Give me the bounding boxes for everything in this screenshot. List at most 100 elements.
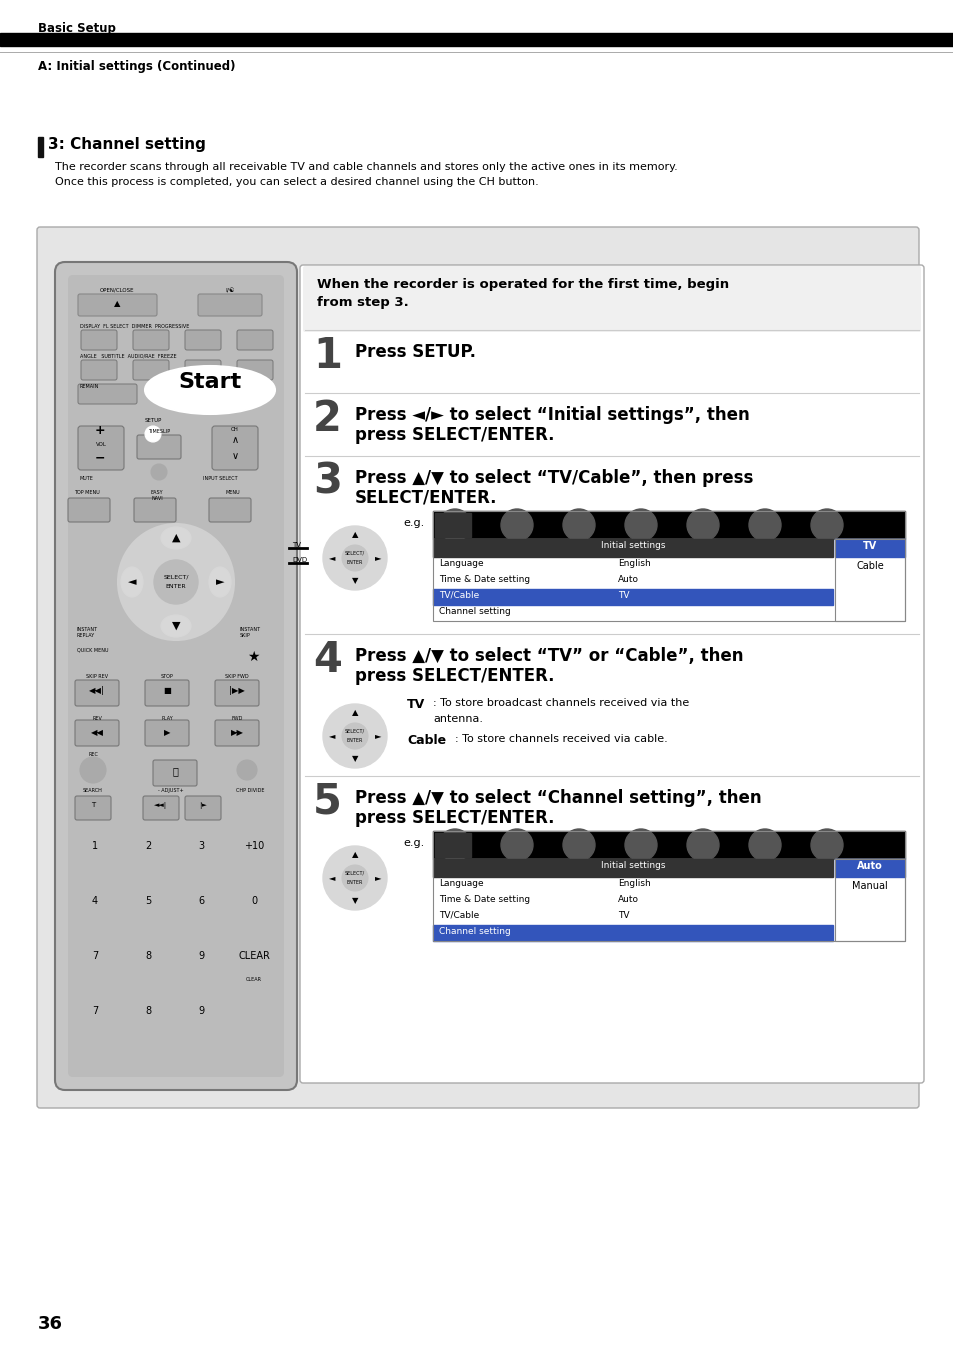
Ellipse shape bbox=[161, 528, 191, 549]
Circle shape bbox=[247, 651, 267, 672]
Text: Time & Date setting: Time & Date setting bbox=[438, 575, 530, 584]
Text: SKIP REV: SKIP REV bbox=[86, 674, 108, 678]
Text: 7: 7 bbox=[91, 1005, 98, 1016]
Text: 0: 0 bbox=[251, 896, 256, 906]
FancyBboxPatch shape bbox=[145, 720, 189, 746]
Circle shape bbox=[624, 829, 657, 861]
Circle shape bbox=[748, 509, 781, 541]
Text: ▲: ▲ bbox=[113, 299, 120, 308]
Text: ▲: ▲ bbox=[172, 533, 180, 542]
Text: ►: ► bbox=[375, 874, 381, 883]
Text: TV: TV bbox=[862, 541, 876, 551]
Text: MENU: MENU bbox=[226, 490, 240, 495]
Text: e.g.: e.g. bbox=[402, 839, 424, 848]
Circle shape bbox=[500, 829, 533, 861]
Circle shape bbox=[81, 647, 105, 672]
Text: SELECT/: SELECT/ bbox=[345, 551, 365, 556]
Text: Press SETUP.: Press SETUP. bbox=[355, 343, 476, 361]
Text: |▶▶: |▶▶ bbox=[229, 686, 245, 695]
Bar bbox=[433, 590, 832, 604]
Bar bbox=[834, 538, 904, 621]
Bar bbox=[834, 538, 904, 621]
Text: SETUP: SETUP bbox=[144, 419, 161, 423]
Text: 4: 4 bbox=[91, 896, 98, 906]
FancyBboxPatch shape bbox=[145, 680, 189, 707]
Circle shape bbox=[185, 942, 216, 975]
Circle shape bbox=[145, 425, 161, 441]
Bar bbox=[433, 511, 904, 538]
Bar bbox=[0, 34, 953, 46]
Text: ◄: ◄ bbox=[128, 577, 136, 587]
Ellipse shape bbox=[121, 567, 143, 598]
Text: ◄: ◄ bbox=[329, 731, 335, 740]
FancyBboxPatch shape bbox=[37, 227, 918, 1108]
Circle shape bbox=[151, 464, 167, 481]
Text: from step 3.: from step 3. bbox=[316, 296, 408, 310]
Text: Initial settings: Initial settings bbox=[600, 541, 664, 551]
Text: ▲: ▲ bbox=[352, 530, 358, 540]
Text: English: English bbox=[618, 879, 650, 888]
Text: CHP DIVIDE: CHP DIVIDE bbox=[235, 787, 264, 793]
Circle shape bbox=[79, 832, 111, 864]
Text: e.g.: e.g. bbox=[402, 518, 424, 528]
Text: ANGLE   SUBTITLE  AUDIO/RAE  FREEZE: ANGLE SUBTITLE AUDIO/RAE FREEZE bbox=[80, 354, 176, 359]
Text: press SELECT/ENTER.: press SELECT/ENTER. bbox=[355, 668, 554, 685]
Circle shape bbox=[438, 829, 471, 861]
Bar bbox=[834, 538, 904, 557]
FancyBboxPatch shape bbox=[68, 498, 110, 522]
Text: 2: 2 bbox=[145, 841, 151, 851]
Text: ■: ■ bbox=[163, 686, 171, 695]
Text: 3: Channel setting: 3: Channel setting bbox=[48, 137, 206, 152]
Text: 1: 1 bbox=[91, 841, 98, 851]
Text: : To store channels received via cable.: : To store channels received via cable. bbox=[455, 734, 667, 744]
Text: 5: 5 bbox=[313, 781, 341, 822]
Text: INPUT SELECT: INPUT SELECT bbox=[203, 476, 237, 481]
Text: +10: +10 bbox=[244, 841, 264, 851]
FancyBboxPatch shape bbox=[75, 795, 111, 820]
Circle shape bbox=[132, 997, 164, 1028]
Text: 9: 9 bbox=[197, 952, 204, 961]
Text: T: T bbox=[91, 802, 95, 808]
Bar bbox=[433, 925, 832, 941]
Text: TV: TV bbox=[407, 699, 425, 711]
FancyBboxPatch shape bbox=[303, 267, 920, 332]
Text: MUTE: MUTE bbox=[80, 476, 93, 481]
Circle shape bbox=[341, 545, 368, 571]
Text: OPEN/CLOSE: OPEN/CLOSE bbox=[100, 288, 134, 293]
FancyBboxPatch shape bbox=[209, 498, 251, 522]
Text: 6: 6 bbox=[197, 896, 204, 906]
Text: TV: TV bbox=[618, 591, 629, 600]
Circle shape bbox=[748, 829, 781, 861]
Text: TV/Cable: TV/Cable bbox=[438, 591, 478, 600]
Text: : To store broadcast channels received via the: : To store broadcast channels received v… bbox=[433, 699, 688, 708]
FancyBboxPatch shape bbox=[81, 330, 117, 350]
Text: Press ▲/▼ to select “Channel setting”, then: Press ▲/▼ to select “Channel setting”, t… bbox=[355, 789, 760, 808]
FancyBboxPatch shape bbox=[78, 293, 157, 316]
Text: REMAIN: REMAIN bbox=[80, 384, 99, 389]
Circle shape bbox=[79, 887, 111, 919]
Text: +: + bbox=[94, 424, 105, 437]
Text: ▶▶: ▶▶ bbox=[231, 728, 243, 738]
Text: −: − bbox=[94, 452, 105, 464]
Text: INSTANT
SKIP: INSTANT SKIP bbox=[240, 627, 261, 638]
Text: ►: ► bbox=[375, 553, 381, 563]
Text: TV: TV bbox=[618, 911, 629, 921]
Text: ◀◀: ◀◀ bbox=[91, 728, 103, 738]
Text: I/☯: I/☯ bbox=[225, 288, 234, 293]
Text: ▶: ▶ bbox=[164, 728, 170, 738]
Text: SELECT/: SELECT/ bbox=[163, 575, 189, 580]
Text: EASY
NAVI: EASY NAVI bbox=[151, 490, 163, 501]
Circle shape bbox=[323, 847, 387, 910]
Text: Language: Language bbox=[438, 879, 483, 888]
Ellipse shape bbox=[161, 615, 191, 637]
Circle shape bbox=[185, 997, 216, 1028]
Text: CLEAR: CLEAR bbox=[246, 977, 262, 983]
Text: 5: 5 bbox=[145, 896, 151, 906]
FancyBboxPatch shape bbox=[185, 795, 221, 820]
FancyBboxPatch shape bbox=[78, 384, 137, 404]
FancyBboxPatch shape bbox=[132, 330, 169, 350]
Text: 4: 4 bbox=[313, 639, 341, 681]
FancyBboxPatch shape bbox=[55, 262, 296, 1090]
Bar bbox=[433, 538, 904, 621]
Bar bbox=[433, 859, 904, 941]
